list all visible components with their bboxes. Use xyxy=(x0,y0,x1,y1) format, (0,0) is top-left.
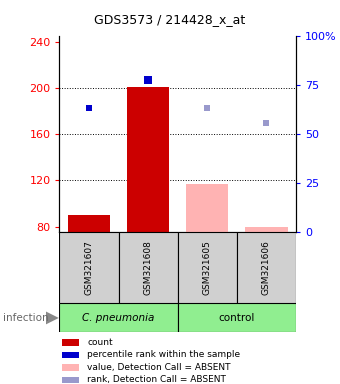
Text: GSM321607: GSM321607 xyxy=(85,240,94,295)
Bar xyxy=(186,184,228,232)
Text: GSM321606: GSM321606 xyxy=(262,240,271,295)
Bar xyxy=(127,87,169,232)
Text: count: count xyxy=(87,338,113,347)
Text: percentile rank within the sample: percentile rank within the sample xyxy=(87,351,240,359)
Polygon shape xyxy=(46,311,59,324)
Bar xyxy=(59,303,177,332)
Text: GDS3573 / 214428_x_at: GDS3573 / 214428_x_at xyxy=(95,13,245,26)
Text: control: control xyxy=(219,313,255,323)
Bar xyxy=(237,232,296,303)
Bar xyxy=(245,227,288,232)
Text: value, Detection Call = ABSENT: value, Detection Call = ABSENT xyxy=(87,363,231,372)
Bar xyxy=(59,232,119,303)
Text: GSM321608: GSM321608 xyxy=(143,240,153,295)
Bar xyxy=(177,303,296,332)
Bar xyxy=(177,232,237,303)
Bar xyxy=(62,377,79,383)
Text: rank, Detection Call = ABSENT: rank, Detection Call = ABSENT xyxy=(87,375,226,384)
Bar xyxy=(62,352,79,358)
Text: C. pneumonia: C. pneumonia xyxy=(82,313,155,323)
Bar xyxy=(62,339,79,346)
Text: GSM321605: GSM321605 xyxy=(203,240,212,295)
Bar xyxy=(68,215,110,232)
Bar xyxy=(119,232,177,303)
Text: infection: infection xyxy=(3,313,49,323)
Bar xyxy=(62,364,79,371)
